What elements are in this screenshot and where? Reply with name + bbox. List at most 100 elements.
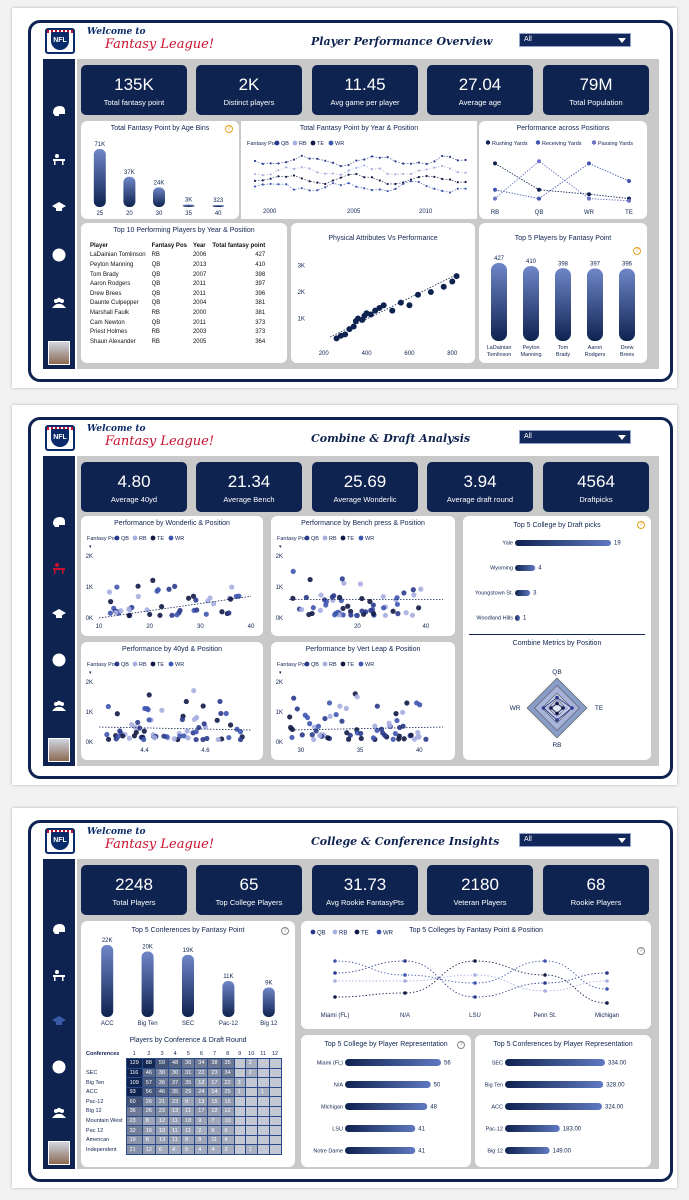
kpi-card: 21.34 Average Bench — [196, 462, 302, 512]
tick-label: 40 — [416, 748, 423, 754]
table-cell: LaDainian Tomlinson — [90, 252, 146, 259]
nfl-logo: NFL — [45, 425, 75, 451]
draft-college-svg: 19 Yale 4 Wyoming 3 Youngstown St. 1 Woodland H… — [475, 540, 621, 622]
table-cell: 427 — [255, 252, 266, 259]
bar — [555, 268, 571, 341]
table-row: Big 12 36 26 23 13 11 17 12 12 — [83, 1106, 282, 1117]
report-canvas: 2248 Total Players 65 Top College Players … — [77, 859, 659, 1169]
line-point — [370, 188, 374, 192]
tick-label: TE — [625, 210, 633, 216]
line-point — [394, 182, 397, 186]
filter-dropdown[interactable]: All — [519, 833, 631, 847]
scatter-point — [147, 611, 153, 618]
circle-icon[interactable] — [51, 652, 67, 668]
heat-cell — [244, 1096, 258, 1108]
legend-marker — [304, 661, 310, 667]
page-combine-draft: NFL Welcome to Fantasy League! Combine &… — [12, 405, 677, 785]
filter-dropdown[interactable]: All — [519, 430, 631, 444]
info-icon[interactable]: ? — [633, 247, 641, 255]
group-icon[interactable] — [51, 698, 67, 714]
scatter-point — [191, 687, 197, 694]
line-point — [333, 995, 337, 999]
round-header: 3 — [155, 1049, 169, 1059]
scatter-point — [193, 729, 199, 735]
sort-marker: ▾ — [89, 544, 92, 550]
scatter-point — [382, 612, 389, 618]
group-icon[interactable] — [51, 295, 67, 311]
info-icon[interactable]: ? — [457, 1041, 465, 1049]
table-row: SEC 116 46 30 30 31 22 23 34 2 — [83, 1067, 282, 1079]
data-label: 41 — [418, 1149, 425, 1155]
line-point — [292, 167, 296, 171]
helmet-icon[interactable] — [51, 103, 67, 119]
kpi-card: 65 Top College Players — [196, 865, 302, 915]
chart-title: Top 5 Conferences by Fantasy Point — [131, 927, 245, 934]
scatter-point — [395, 611, 401, 617]
physical-attributes-chart: Physical Attributes Vs Performance 200 40… — [291, 223, 475, 363]
graduation-cap-icon[interactable] — [51, 1013, 67, 1029]
bar — [345, 1125, 416, 1132]
filter-dropdown[interactable]: All — [519, 33, 631, 47]
scatter-point — [229, 584, 235, 590]
line-point — [441, 177, 444, 181]
helmet-icon[interactable] — [51, 921, 67, 937]
avatar[interactable] — [48, 341, 70, 365]
scatter-point — [196, 724, 202, 731]
scatter-point — [359, 608, 365, 614]
avatar[interactable] — [48, 1141, 70, 1165]
heat-cell: 109 — [125, 1077, 143, 1088]
category-label: Big Ten — [485, 1083, 503, 1089]
graduation-cap-icon[interactable] — [51, 606, 67, 622]
scatter-point — [287, 714, 293, 720]
series-line — [335, 974, 608, 992]
round-header: 10 — [245, 1049, 258, 1059]
perf-positions-chart: Performance across Positions Rushing Yar… — [479, 121, 647, 219]
scatter-point — [118, 608, 124, 614]
heat-cell: 4 — [168, 1144, 183, 1156]
heat-cell — [233, 1125, 246, 1136]
circle-icon[interactable] — [51, 247, 67, 263]
line-point — [493, 187, 497, 192]
bench-press-icon[interactable] — [51, 151, 67, 167]
scatter-point — [414, 700, 420, 706]
data-label: 9K — [265, 981, 272, 987]
graduation-cap-icon[interactable] — [51, 199, 67, 215]
age-bins-svg: 71K 25 37K 20 24K 30 3K 35 323 40 — [93, 142, 225, 217]
heat-cell — [244, 1077, 258, 1088]
legend-label: RB — [299, 141, 307, 147]
info-icon[interactable]: ? — [637, 947, 645, 955]
bench-press-icon[interactable] — [51, 560, 67, 576]
group-icon[interactable] — [51, 1105, 67, 1121]
legend-marker — [310, 929, 316, 935]
tick-label: LSU — [469, 1013, 481, 1019]
avatar[interactable] — [48, 738, 70, 762]
table-cell: Cam Newton — [90, 319, 125, 326]
heat-cell: 59 — [154, 1058, 170, 1069]
page-title: College & Conference Insights — [311, 835, 500, 848]
bench-press-icon[interactable] — [51, 967, 67, 983]
heat-cell — [244, 1115, 258, 1127]
heat-cell: 12 — [194, 1077, 209, 1088]
heat-cell: 22 — [220, 1077, 235, 1088]
bar — [153, 187, 165, 207]
year-position-chart: Total Fantasy Point by Year & Position F… — [241, 121, 477, 219]
chart-title: Performance across Positions — [516, 125, 610, 132]
info-icon[interactable]: ? — [225, 125, 233, 133]
table-cell: 410 — [255, 261, 266, 268]
data-label: 4 — [538, 566, 542, 572]
tick-label: 0K — [276, 740, 283, 746]
kpi-card: 79M Total Population — [543, 65, 649, 115]
helmet-icon[interactable] — [51, 514, 67, 530]
scatter-point — [342, 331, 349, 338]
circle-icon[interactable] — [51, 1059, 67, 1075]
table-cell: Peyton Manning — [90, 261, 134, 268]
heat-cell — [256, 1067, 270, 1079]
line-point — [347, 182, 350, 185]
radar-point — [555, 711, 559, 716]
legend-title: Fantasy Pos — [277, 536, 308, 542]
info-icon[interactable]: ? — [281, 927, 289, 935]
info-icon[interactable]: ? — [637, 521, 645, 529]
heat-cell: 16 — [141, 1125, 156, 1136]
table-cell: QB — [151, 261, 161, 268]
chart-title: Top 5 Players by Fantasy Point — [514, 235, 612, 242]
